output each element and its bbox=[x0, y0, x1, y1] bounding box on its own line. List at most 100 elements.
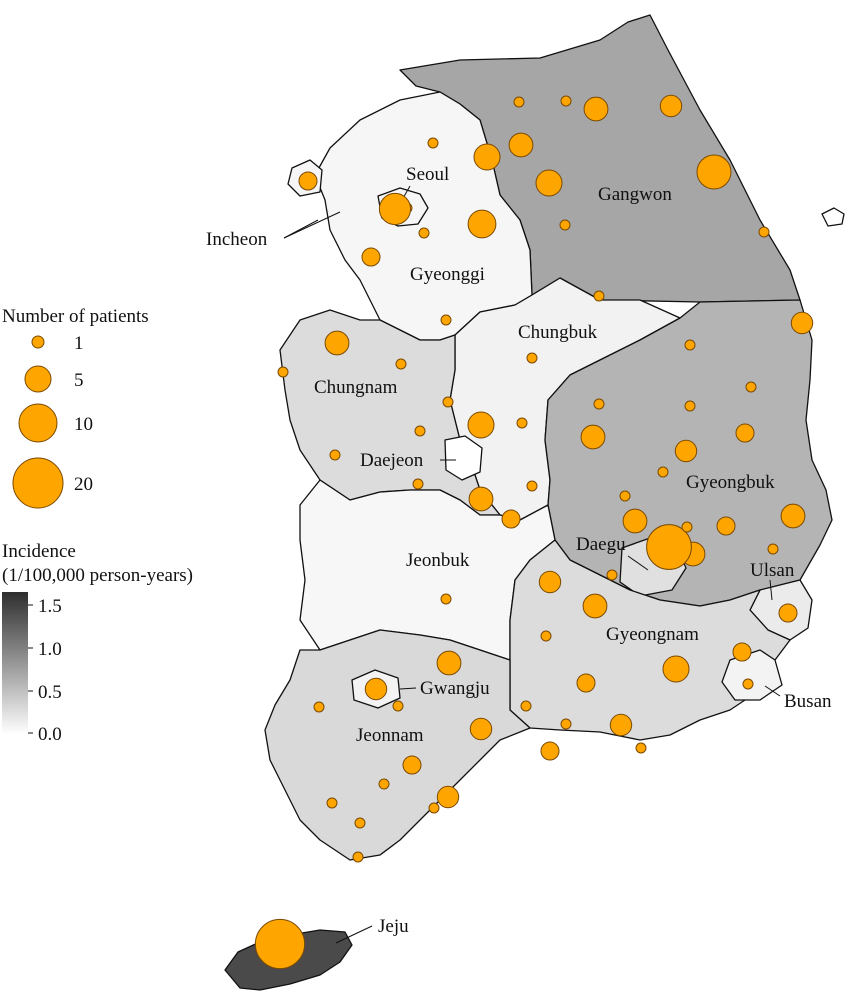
label-chungnam: Chungnam bbox=[314, 377, 398, 398]
patient-bubble bbox=[277, 366, 289, 378]
size-legend-bubble-5 bbox=[24, 365, 52, 393]
patient-bubble bbox=[609, 713, 633, 737]
patient-bubble bbox=[324, 330, 350, 356]
patient-bubble bbox=[681, 521, 693, 533]
patient-bubble bbox=[378, 192, 412, 226]
size-legend-label-1: 1 bbox=[74, 333, 84, 354]
color-legend-tick-1-0: 1.0 bbox=[38, 639, 62, 660]
patient-bubble bbox=[535, 169, 563, 197]
patient-bubble bbox=[501, 509, 521, 529]
patient-bubble bbox=[467, 209, 497, 239]
patient-bubble bbox=[593, 290, 605, 302]
label-incheon: Incheon bbox=[206, 229, 268, 250]
label-daegu: Daegu bbox=[576, 534, 626, 555]
patient-bubble bbox=[513, 96, 525, 108]
patient-bubble bbox=[467, 411, 495, 439]
label-seoul: Seoul bbox=[406, 164, 449, 185]
patient-bubble bbox=[428, 802, 440, 814]
patient-bubble bbox=[716, 516, 736, 536]
patient-bubble bbox=[440, 314, 452, 326]
patient-bubble bbox=[659, 94, 683, 118]
patient-bubble bbox=[560, 718, 572, 730]
region-daejeon bbox=[444, 435, 483, 481]
leader-incheon-2 bbox=[283, 211, 341, 239]
label-daejeon: Daejeon bbox=[360, 450, 424, 471]
patient-bubble bbox=[684, 339, 696, 351]
patient-bubble bbox=[468, 486, 494, 512]
patient-bubble bbox=[364, 677, 388, 701]
patient-bubble bbox=[520, 700, 532, 712]
patient-bubble bbox=[378, 778, 390, 790]
patient-bubble bbox=[684, 400, 696, 412]
provinces-layer bbox=[224, 14, 845, 991]
patient-bubble bbox=[538, 570, 562, 594]
patient-bubble bbox=[606, 569, 618, 581]
patient-bubble bbox=[508, 132, 534, 158]
island-ulleung bbox=[821, 207, 845, 227]
patient-bubble bbox=[516, 417, 528, 429]
label-jeonnam: Jeonnam bbox=[356, 725, 424, 746]
size-legend-bubble-20 bbox=[12, 457, 64, 509]
patient-bubble bbox=[742, 678, 754, 690]
patient-bubble bbox=[696, 154, 732, 190]
label-jeonbuk: Jeonbuk bbox=[406, 550, 470, 571]
patient-bubbles bbox=[254, 94, 814, 970]
label-gyeongnam: Gyeongnam bbox=[606, 624, 699, 645]
patient-bubble bbox=[329, 449, 341, 461]
label-gyeonggi: Gyeonggi bbox=[410, 264, 485, 285]
patient-bubble bbox=[560, 95, 572, 107]
patient-bubble bbox=[326, 797, 338, 809]
patient-bubble bbox=[583, 96, 609, 122]
leader-ulsan bbox=[769, 579, 773, 601]
patient-bubble bbox=[619, 490, 631, 502]
patient-bubble bbox=[412, 478, 424, 490]
patient-bubble bbox=[298, 171, 318, 191]
patient-bubble bbox=[442, 396, 454, 408]
label-leader-lines bbox=[283, 185, 781, 944]
patient-bubble bbox=[635, 742, 647, 754]
patient-bubble bbox=[473, 143, 501, 171]
patient-bubble bbox=[662, 655, 690, 683]
patient-bubble bbox=[622, 508, 648, 534]
size-legend-bubble-10 bbox=[18, 403, 58, 443]
patient-bubble bbox=[540, 630, 552, 642]
patient-bubble bbox=[778, 603, 798, 623]
patient-bubble bbox=[767, 543, 779, 555]
patient-bubble bbox=[745, 381, 757, 393]
patient-bubble bbox=[790, 311, 814, 335]
patient-bubble bbox=[646, 524, 692, 570]
patient-bubble bbox=[414, 425, 426, 437]
size-legend-label-5: 5 bbox=[74, 370, 84, 391]
patient-bubble bbox=[361, 247, 381, 267]
label-jeju: Jeju bbox=[378, 916, 409, 937]
patient-bubble bbox=[418, 227, 430, 239]
label-gangwon: Gangwon bbox=[598, 184, 672, 205]
patient-bubble bbox=[526, 352, 538, 364]
patient-bubble bbox=[576, 673, 596, 693]
patient-bubble bbox=[540, 741, 560, 761]
patient-bubble bbox=[395, 358, 407, 370]
size-legend-title: Number of patients bbox=[2, 306, 149, 327]
patient-bubble bbox=[352, 851, 364, 863]
patient-bubble bbox=[657, 466, 669, 478]
label-busan: Busan bbox=[784, 691, 832, 712]
patient-bubble bbox=[758, 226, 770, 238]
patient-bubble bbox=[354, 817, 366, 829]
leader-gwangju bbox=[399, 687, 417, 690]
label-gwangju: Gwangju bbox=[420, 678, 490, 699]
patient-bubble bbox=[427, 137, 439, 149]
patient-bubble bbox=[674, 439, 698, 463]
patient-bubble bbox=[254, 918, 306, 970]
leader-jeju bbox=[335, 925, 373, 944]
region-labels: Seoul Incheon Gyeonggi Gangwon Chungbuk … bbox=[206, 164, 832, 937]
patient-bubble bbox=[469, 717, 493, 741]
patient-bubble bbox=[392, 700, 404, 712]
patient-bubble bbox=[735, 423, 755, 443]
patient-bubble bbox=[436, 785, 460, 809]
patient-bubble bbox=[526, 480, 538, 492]
color-legend-gradient-bar bbox=[2, 592, 28, 734]
color-legend-tick-0-0: 0.0 bbox=[38, 724, 62, 745]
color-legend-subtitle: (1/100,000 person-years) bbox=[2, 565, 193, 586]
patient-bubble bbox=[780, 503, 806, 529]
